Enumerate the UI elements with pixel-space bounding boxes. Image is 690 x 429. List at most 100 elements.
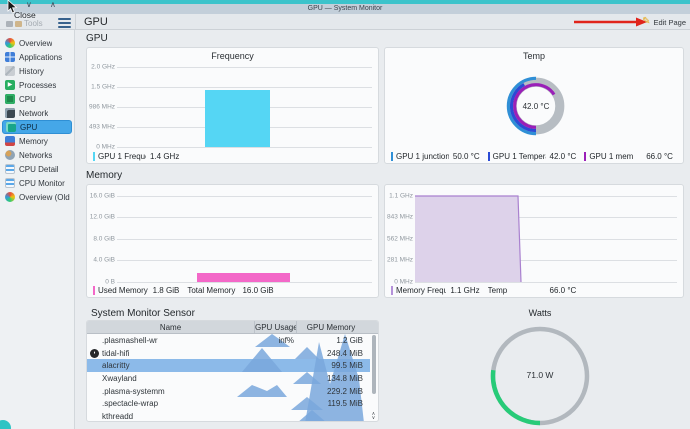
selected-row-highlight (87, 359, 370, 373)
legend-entry: Used Memory 1.8 GiB (91, 286, 185, 295)
legend-entry: GPU 1 Frequency 1.4 GHz (91, 152, 185, 161)
sidebar-item-networks[interactable]: Networks (2, 148, 72, 162)
y-tick: 16.0 GiB (89, 192, 115, 200)
window-title: GPU — System Monitor (307, 5, 383, 12)
overview-icon (5, 38, 15, 48)
table-scrollbar[interactable] (371, 335, 377, 411)
networks-icon (5, 150, 15, 160)
tools-menu-item[interactable]: Tools (5, 19, 43, 28)
temp-gauge-card: Temp 42.0 °C GPU 1 junction 50.0 °C GPU … (384, 47, 684, 164)
sidebar-item-gpu[interactable]: GPU (2, 120, 72, 134)
y-tick: 0 MHz (394, 278, 413, 286)
table-row[interactable]: ◗ tidal-hifi 248.4 MiB (87, 347, 370, 360)
sensor-table-card: Name GPU Usage ∧ GPU Memory (86, 320, 379, 422)
tidal-hifi-icon: ◗ (90, 348, 99, 358)
table-row[interactable]: kthreadd (102, 412, 134, 421)
tools-label: Tools (24, 19, 43, 28)
table-row[interactable]: .spectacle-wrap 119.5 MiB (102, 399, 363, 409)
sidebar: Overview Applications History ▶ Processes… (0, 30, 75, 429)
table-row-selected[interactable]: alacritty 99.5 MiB (102, 361, 363, 371)
toolbar-separator (75, 14, 76, 30)
legend-entry: GPU 1 Temperature 42.0 °C (486, 152, 583, 161)
frequency-chart-title: Frequency (211, 51, 254, 61)
tool-icon (6, 20, 13, 27)
window-titlebar: GPU — System Monitor (0, 4, 690, 14)
legend-tick (93, 152, 95, 161)
sidebar-item-cpu-detail[interactable]: CPU Detail (2, 162, 72, 176)
main-content: GPU Frequency 2.0 GHz 1.5 GHz 986 MHz 49… (76, 30, 690, 429)
y-tick: 562 MHz (387, 235, 414, 243)
column-header-gpu-usage[interactable]: GPU Usage ∧ (255, 321, 297, 333)
frequency-bar (205, 90, 270, 147)
legend-entry: GPU 1 junction 50.0 °C (389, 152, 486, 161)
overview-old-icon (5, 192, 15, 202)
sidebar-item-network[interactable]: Network (2, 106, 72, 120)
sidebar-item-applications[interactable]: Applications (2, 50, 72, 64)
legend-entry: Memory Frequency 1.1 GHz (389, 286, 486, 295)
frequency-chart-card: Frequency 2.0 GHz 1.5 GHz 986 MHz 493 MH… (86, 47, 379, 164)
scrollbar-thumb[interactable] (372, 335, 376, 395)
network-icon (5, 108, 15, 118)
y-tick: 8.0 GiB (93, 235, 115, 243)
sidebar-item-processes[interactable]: ▶ Processes (2, 78, 72, 92)
applications-icon (5, 52, 15, 62)
gpu-section-label: GPU (86, 33, 108, 44)
history-icon (5, 66, 15, 76)
y-tick: 4.0 GiB (93, 256, 115, 264)
top-border-strip (0, 0, 690, 4)
temp-donut-gauge (506, 76, 566, 136)
sidebar-item-cpu-monitor[interactable]: CPU Monitor (2, 176, 72, 190)
legend-tick (487, 152, 490, 161)
annotation-arrow (574, 17, 647, 27)
y-tick: 1.1 GHz (389, 192, 413, 200)
sidebar-item-memory[interactable]: Memory (2, 134, 72, 148)
hamburger-menu-icon[interactable] (58, 16, 71, 28)
y-tick: 2.0 GHz (91, 63, 115, 71)
y-tick: 281 MHz (387, 256, 414, 264)
scrollbar-buttons[interactable]: ∧ ∨ (371, 411, 376, 421)
column-header-gpu-memory[interactable]: GPU Memory (306, 323, 356, 332)
edit-page-label: Edit Page (653, 17, 686, 27)
edit-page-button[interactable]: ✎ Edit Page (642, 16, 686, 28)
cpu-monitor-icon (5, 178, 15, 188)
memory-icon (5, 136, 15, 146)
watts-center-value: 71.0 W (526, 370, 554, 380)
sidebar-item-history[interactable]: History (2, 64, 72, 78)
watts-gauge-title: Watts (528, 308, 552, 318)
legend-tick (391, 152, 393, 161)
memory-chart-card: 16.0 GiB 12.0 GiB 8.0 GiB 4.0 GiB 0 B Us… (86, 184, 379, 298)
legend-tick (584, 152, 587, 161)
memory-section-label: Memory (86, 170, 123, 181)
chevron-down-icon[interactable]: ∨ (26, 0, 32, 9)
memory-frequency-chart-card: 1.1 GHz 843 MHz 562 MHz 281 MHz 0 MHz Me… (384, 184, 684, 298)
temp-gauge-title: Temp (522, 51, 545, 61)
gpu-icon (6, 122, 16, 132)
memory-frequency-area (415, 195, 522, 283)
y-tick: 0 MHz (96, 143, 115, 151)
legend-entry: Temp 66.0 °C (487, 286, 577, 295)
table-row[interactable]: .plasma-systemm 229.2 MiB (102, 386, 363, 396)
legend-tick (93, 286, 95, 295)
bottom-corner-decoration (0, 420, 11, 429)
table-body: .plasmashell-wr inf% 1.2 GiB ◗ tidal-hif… (87, 334, 378, 421)
legend-tick (391, 286, 393, 295)
sidebar-item-overview[interactable]: Overview (2, 36, 72, 50)
y-tick: 0 B (105, 278, 115, 286)
close-menu-item[interactable]: Close (14, 10, 36, 20)
sidebar-item-cpu[interactable]: CPU (2, 92, 72, 106)
y-tick: 986 MHz (89, 103, 116, 111)
table-header: Name GPU Usage ∧ GPU Memory (87, 321, 378, 334)
y-tick: 493 MHz (89, 123, 116, 131)
sensor-table-label: System Monitor Sensor (91, 308, 195, 319)
used-memory-bar (197, 273, 290, 282)
y-tick: 843 MHz (387, 213, 414, 221)
cpu-detail-icon (5, 164, 15, 174)
chevron-up-icon[interactable]: ∧ (50, 0, 56, 9)
table-row[interactable]: .plasmashell-wr inf% 1.2 GiB (102, 335, 363, 345)
column-header-name[interactable]: Name (87, 321, 255, 333)
table-row[interactable]: Xwayland 134.8 MiB (102, 373, 363, 383)
sidebar-item-overview-old[interactable]: Overview (Old Ver... (2, 190, 72, 204)
y-tick: 12.0 GiB (89, 213, 115, 221)
pencil-icon: ✎ (642, 16, 651, 27)
